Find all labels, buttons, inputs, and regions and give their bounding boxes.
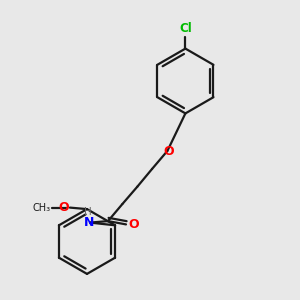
- Text: H: H: [84, 207, 92, 217]
- Text: CH₃: CH₃: [33, 202, 51, 213]
- Text: O: O: [58, 201, 69, 214]
- Text: N: N: [84, 216, 94, 229]
- Text: O: O: [163, 145, 174, 158]
- Text: O: O: [128, 218, 139, 231]
- Text: Cl: Cl: [179, 22, 192, 34]
